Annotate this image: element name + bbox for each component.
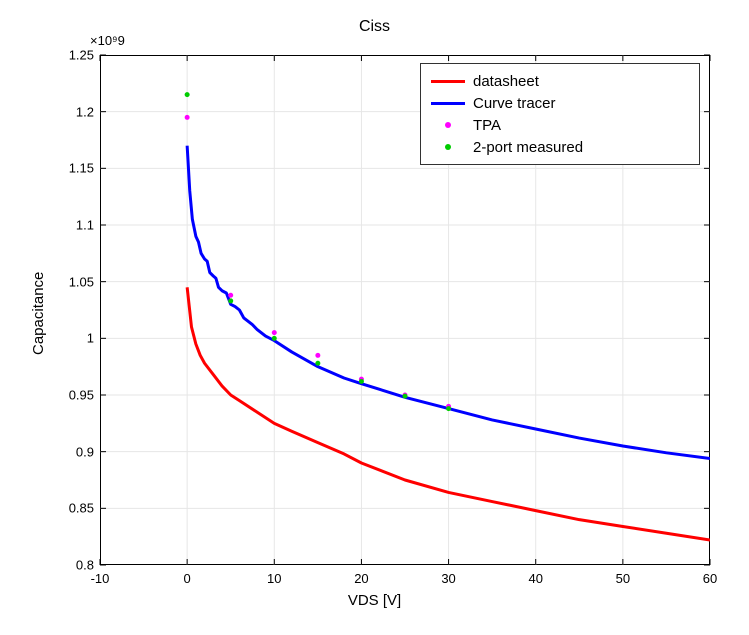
- legend-item: datasheet: [431, 70, 689, 92]
- legend-marker-icon: [431, 138, 465, 156]
- series-line: [187, 287, 710, 540]
- series-marker: [228, 293, 233, 298]
- legend-label: Curve tracer: [473, 95, 556, 112]
- series-marker: [185, 92, 190, 97]
- series-marker: [315, 353, 320, 358]
- legend-marker-icon: [431, 116, 465, 134]
- ytick-label: 1.05: [56, 274, 94, 289]
- ytick-label: 0.9: [56, 444, 94, 459]
- legend-line-icon: [431, 72, 465, 90]
- xtick-label: 30: [441, 571, 455, 586]
- series-marker: [403, 394, 408, 399]
- legend: datasheet Curve tracer TPA 2-port measured: [420, 63, 700, 165]
- series-line: [187, 146, 710, 459]
- ytick-label: 0.8: [56, 558, 94, 573]
- legend-label: 2-port measured: [473, 139, 583, 156]
- y-axis-label: Capacitance: [30, 272, 47, 355]
- legend-label: TPA: [473, 117, 501, 134]
- xtick-label: 40: [528, 571, 542, 586]
- ytick-label: 1.25: [56, 48, 94, 63]
- xtick-label: -10: [91, 571, 110, 586]
- ytick-label: 0.95: [56, 388, 94, 403]
- ytick-label: 1.15: [56, 161, 94, 176]
- ytick-label: 1.1: [56, 218, 94, 233]
- series-marker: [272, 336, 277, 341]
- ytick-label: 0.85: [56, 501, 94, 516]
- ytick-label: 1.2: [56, 104, 94, 119]
- legend-item: TPA: [431, 114, 689, 136]
- x-axis-label: VDS [V]: [0, 592, 749, 609]
- ytick-label: 1: [56, 331, 94, 346]
- series-marker: [185, 115, 190, 120]
- series-marker: [228, 298, 233, 303]
- xtick-label: 60: [703, 571, 717, 586]
- legend-item: Curve tracer: [431, 92, 689, 114]
- xtick-label: 10: [267, 571, 281, 586]
- figure: Ciss ×10⁹9 -100102030405060 0.80.850.90.…: [0, 0, 749, 635]
- legend-item: 2-port measured: [431, 136, 689, 158]
- series-marker: [359, 379, 364, 384]
- xtick-label: 20: [354, 571, 368, 586]
- legend-line-icon: [431, 94, 465, 112]
- series-marker: [446, 406, 451, 411]
- legend-label: datasheet: [473, 73, 539, 90]
- xtick-label: 0: [184, 571, 191, 586]
- series-marker: [315, 361, 320, 366]
- series-marker: [272, 330, 277, 335]
- xtick-label: 50: [616, 571, 630, 586]
